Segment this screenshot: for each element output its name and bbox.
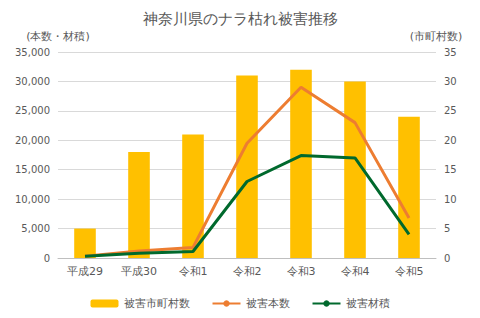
svg-text:25,000: 25,000 <box>15 105 50 116</box>
svg-text:20,000: 20,000 <box>15 135 50 146</box>
svg-text:15: 15 <box>444 164 457 175</box>
svg-text:0: 0 <box>444 253 450 264</box>
svg-text:0: 0 <box>44 253 50 264</box>
svg-text:35,000: 35,000 <box>15 47 50 58</box>
svg-text:10,000: 10,000 <box>15 194 50 205</box>
svg-text:神奈川県のナラ枯れ被害推移: 神奈川県のナラ枯れ被害推移 <box>143 10 338 28</box>
svg-text:被害本数: 被害本数 <box>246 297 290 310</box>
svg-text:30: 30 <box>444 76 457 87</box>
svg-text:平成30: 平成30 <box>121 265 157 278</box>
svg-text:令和4: 令和4 <box>341 265 370 278</box>
svg-text:令和1: 令和1 <box>179 265 208 278</box>
svg-text:35: 35 <box>444 47 457 58</box>
svg-text:平成29: 平成29 <box>67 265 103 278</box>
svg-text:30,000: 30,000 <box>15 76 50 87</box>
svg-text:令和3: 令和3 <box>287 265 316 278</box>
svg-text:5,000: 5,000 <box>21 223 50 234</box>
svg-text:20: 20 <box>444 135 457 146</box>
svg-text:令和2: 令和2 <box>233 265 262 278</box>
svg-text:被害材積: 被害材積 <box>346 297 390 310</box>
svg-text:令和5: 令和5 <box>395 265 424 278</box>
svg-text:(市町村数): (市町村数) <box>410 30 463 43</box>
svg-text:(本数・材積): (本数・材積) <box>26 30 90 43</box>
svg-text:被害市町村数: 被害市町村数 <box>124 297 190 310</box>
svg-text:25: 25 <box>444 105 457 116</box>
svg-text:15,000: 15,000 <box>15 164 50 175</box>
svg-text:5: 5 <box>444 223 450 234</box>
svg-text:10: 10 <box>444 194 457 205</box>
